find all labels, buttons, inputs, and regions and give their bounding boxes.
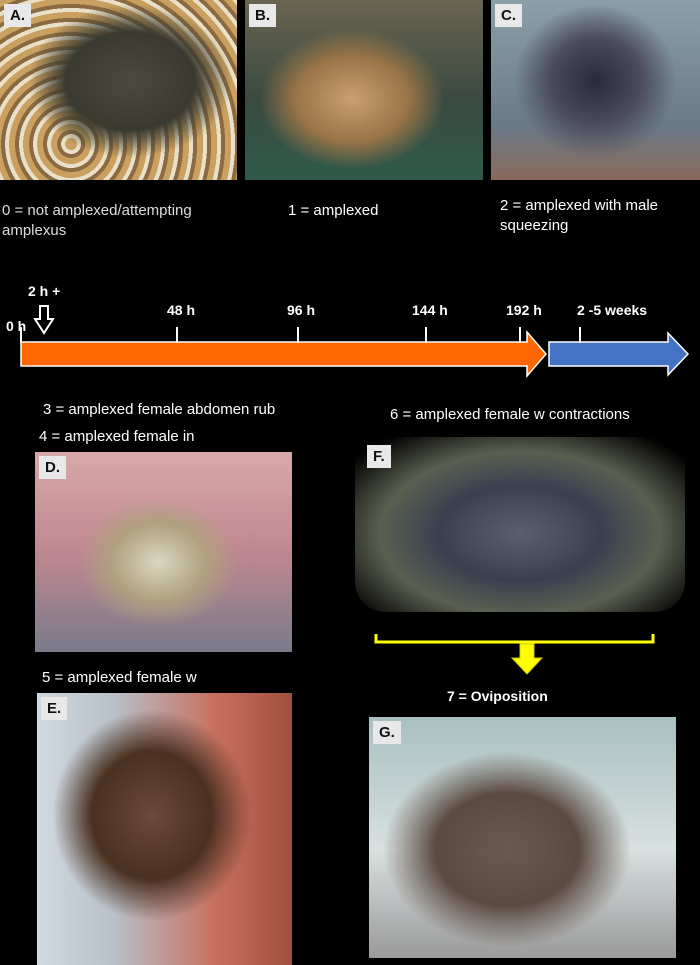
tick-label: 48 h <box>167 302 196 318</box>
panel-label: F. <box>367 445 391 468</box>
tick <box>20 327 22 343</box>
timeline-arrows <box>20 330 690 379</box>
panel-label: D. <box>39 456 66 479</box>
tick <box>297 327 299 343</box>
photo-f: F. <box>355 437 685 612</box>
panel-label: E. <box>41 697 68 720</box>
panel-label-g: G. <box>373 721 401 744</box>
panel-label: A. <box>4 4 31 27</box>
tick-label: 192 h <box>506 302 542 318</box>
tick-label: 96 h <box>287 302 316 318</box>
tick-label: 2 -5 weeks <box>577 302 648 318</box>
caption-3: 3 = amplexed female abdomen rub <box>43 401 276 418</box>
marker-label: 2 h + <box>28 283 61 299</box>
bracket-arrow <box>374 634 655 675</box>
caption-5: 5 = amplexed female w <box>42 669 197 686</box>
caption-4: 4 = amplexed female in <box>39 428 195 445</box>
caption-2: 2 = amplexed with male squeezing <box>500 197 658 234</box>
hours-arrow <box>20 330 547 379</box>
panel-label: B. <box>249 4 276 27</box>
panel-label: C. <box>495 4 522 27</box>
tick <box>579 327 581 343</box>
photo-a: A. <box>0 0 237 180</box>
photo-g: G. G. <box>369 717 676 958</box>
tick-label: 144 h <box>412 302 448 318</box>
tick <box>425 327 427 343</box>
weeks-arrow <box>548 331 690 377</box>
tick <box>519 327 521 343</box>
caption-7: 7 = Oviposition <box>447 688 548 704</box>
photo-e: E. <box>37 693 292 965</box>
caption-0: 0 = not amplexed/attempting amplexus <box>2 202 192 239</box>
photo-d: D. <box>35 452 292 652</box>
tick <box>176 327 178 343</box>
caption-1: 1 = amplexed <box>288 202 379 219</box>
photo-b: B. <box>245 0 483 180</box>
down-arrow-icon <box>33 305 55 335</box>
caption-6: 6 = amplexed female w contractions <box>390 406 630 423</box>
photo-c: C. <box>491 0 700 180</box>
